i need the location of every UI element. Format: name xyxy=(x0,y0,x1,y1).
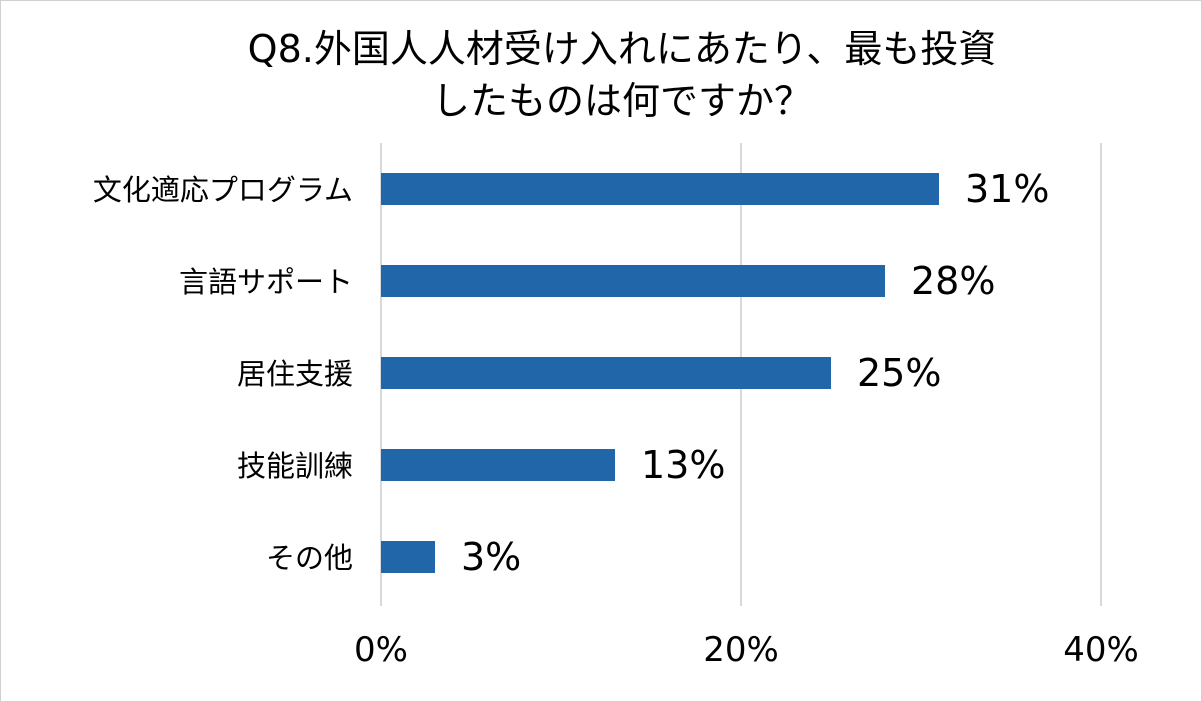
data-label: 13% xyxy=(641,443,725,487)
bar xyxy=(381,265,885,297)
data-label: 31% xyxy=(965,167,1049,211)
category-label: その他 xyxy=(266,541,353,575)
x-tick-label: 20% xyxy=(703,630,779,670)
data-label: 28% xyxy=(911,259,995,303)
category-label: 居住支援 xyxy=(237,357,353,391)
category-label: 言語サポート xyxy=(179,265,353,299)
chart-title-line-1: Q8.外国人人材受け入れにあたり、最も投資 xyxy=(247,27,997,71)
category-label: 文化適応プログラム xyxy=(93,173,353,207)
bar xyxy=(381,449,615,481)
data-label: 25% xyxy=(857,351,941,395)
x-tick-label: 40% xyxy=(1063,630,1139,670)
bar xyxy=(381,541,435,573)
data-label: 3% xyxy=(461,535,521,579)
bar xyxy=(381,357,831,389)
category-label: 技能訓練 xyxy=(237,449,353,483)
bar xyxy=(381,173,939,205)
chart-title: Q8.外国人人材受け入れにあたり、最も投資 したものは何ですか？ xyxy=(1,23,1202,127)
x-tick-label: 0% xyxy=(354,630,408,670)
chart-title-line-2: したものは何ですか？ xyxy=(431,79,812,123)
